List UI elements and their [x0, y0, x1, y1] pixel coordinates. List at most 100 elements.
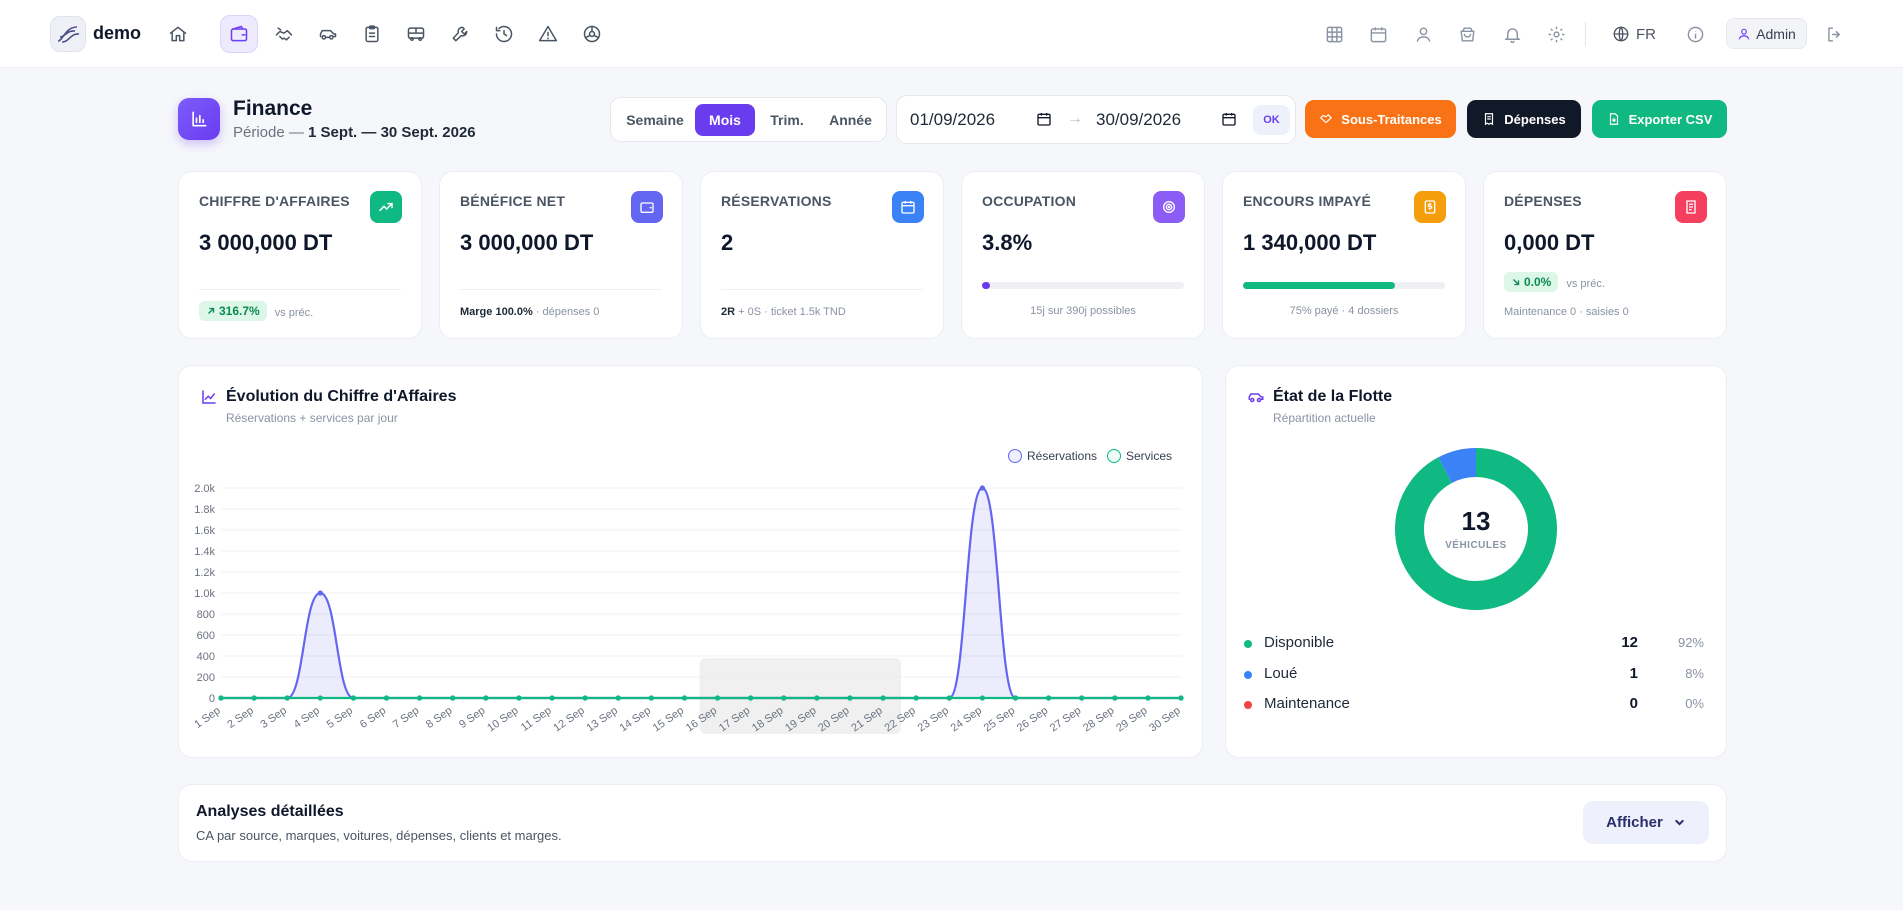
fleet-row-available: Disponible 12 92% — [1244, 634, 1704, 654]
data-point — [880, 695, 886, 701]
delta-value: 316.7% — [219, 304, 260, 318]
legend-services[interactable]: Services — [1107, 449, 1172, 463]
details-title: Analyses détaillées — [196, 803, 344, 820]
nav-home-button[interactable] — [159, 15, 197, 53]
y-tick-label: 800 — [197, 609, 215, 621]
donut-slice-0[interactable] — [1395, 448, 1557, 610]
nav-history-button[interactable] — [485, 15, 523, 53]
data-point — [218, 695, 224, 701]
logout-button[interactable] — [1822, 22, 1846, 46]
revenue-chart-card: Évolution du Chiffre d'Affaires Réservat… — [178, 365, 1203, 758]
brand-logo[interactable] — [50, 16, 86, 52]
kpi-footer: 316.7% vs préc. — [199, 301, 313, 321]
date-range-picker: 01/09/2026 → 30/09/2026 OK — [896, 95, 1296, 144]
kpi-expenses-card: DÉPENSES 0,000 DT 0.0% vs préc. Maintenan… — [1483, 171, 1727, 339]
shop-button[interactable] — [1455, 22, 1479, 46]
donut-slice-1[interactable] — [1438, 448, 1477, 484]
calendar-icon[interactable] — [1036, 111, 1052, 127]
period-value: 1 Sept. — 30 Sept. 2026 — [308, 124, 476, 141]
users-button[interactable] — [1411, 22, 1435, 46]
divider — [460, 289, 662, 290]
apply-dates-button[interactable]: OK — [1253, 105, 1290, 135]
nav-alerts-button[interactable] — [529, 15, 567, 53]
top-navbar: demo FR — [0, 0, 1903, 68]
notifications-button[interactable] — [1500, 22, 1524, 46]
x-tick-label: 12 Sep — [551, 705, 586, 735]
nav-maintenance-button[interactable] — [441, 15, 479, 53]
legend-label: Services — [1126, 449, 1173, 463]
subcontracts-button[interactable]: Sous-Traitances — [1305, 100, 1456, 138]
brand-name[interactable]: demo — [93, 23, 142, 43]
trending-up-icon — [370, 191, 402, 223]
nav-clients-button[interactable] — [265, 15, 303, 53]
bus-icon — [407, 27, 425, 41]
legend-swatch — [1107, 449, 1121, 463]
export-csv-button[interactable]: Exporter CSV — [1592, 100, 1727, 138]
data-point — [317, 590, 323, 596]
revenue-chart[interactable]: 0 200 400 600 800 1.0k 1.2k 1.4k 1.6k 1.8k 2.0k 1 S… — [179, 366, 1204, 759]
nav-contracts-button[interactable] — [353, 15, 391, 53]
nav-transfers-button[interactable] — [397, 15, 435, 53]
fleet-donut-chart[interactable] — [1381, 434, 1571, 624]
x-tick-label: 27 Sep — [1048, 705, 1083, 735]
revenue-chart-subtitle: Réservations + services par jour — [226, 411, 398, 425]
calendar-icon[interactable] — [1221, 111, 1237, 127]
fleet-status-pct: 92% — [1677, 635, 1704, 650]
x-tick-label: 30 Sep — [1147, 705, 1182, 735]
target-icon — [1153, 191, 1185, 223]
period-week-button[interactable]: Semaine — [626, 112, 684, 128]
data-point — [383, 695, 390, 701]
nav-vehicles-button[interactable] — [309, 15, 347, 53]
data-point — [317, 695, 323, 701]
period-month-button[interactable]: Mois — [695, 104, 755, 136]
page-period: Période — 1 Sept. — 30 Sept. 2026 — [233, 124, 476, 141]
nav-finance-button[interactable] — [220, 15, 258, 53]
data-point — [251, 695, 257, 701]
data-point — [847, 695, 853, 701]
x-tick-label: 2 Sep — [225, 705, 255, 731]
bookings-count: 2R — [721, 306, 736, 318]
data-point — [946, 695, 952, 701]
language-switch[interactable]: FR — [1612, 22, 1656, 46]
finance-title-badge — [178, 98, 220, 140]
nav-tires-button[interactable] — [573, 15, 611, 53]
kpi-value: 2 — [721, 230, 734, 255]
kpi-profit-card: BÉNÉFICE NET 3 000,000 DT Marge 100.0% ·… — [439, 171, 683, 339]
data-point — [781, 695, 787, 701]
y-tick-label: 200 — [197, 672, 215, 684]
arrow-up-right-icon — [208, 307, 215, 314]
arrow-down-right-icon — [1513, 279, 1520, 286]
kpi-label: ENCOURS IMPAYÉ — [1243, 193, 1372, 209]
file-export-icon — [1609, 113, 1618, 125]
detailed-analyses-card: Analyses détaillées CA par source, marqu… — [178, 784, 1727, 862]
toolbar-divider — [1585, 22, 1586, 46]
period-year-button[interactable]: Année — [829, 112, 872, 128]
calendar-button[interactable] — [1366, 22, 1390, 46]
fleet-status-name: Maintenance — [1264, 695, 1350, 712]
x-tick-label: 14 Sep — [618, 705, 653, 735]
date-to-input[interactable]: 30/09/2026 — [1096, 110, 1182, 129]
fleet-card: État de la Flotte Répartition actuelle 1… — [1225, 365, 1727, 758]
period-quarter-button[interactable]: Trim. — [770, 112, 804, 128]
hover-band — [699, 658, 902, 734]
x-tick-label: 23 Sep — [916, 705, 951, 735]
kpi-label: RÉSERVATIONS — [721, 193, 832, 209]
payment-progress-fill — [1243, 282, 1395, 289]
user-menu-button[interactable]: Admin — [1726, 18, 1807, 49]
status-dot — [1244, 671, 1252, 679]
legend-reservations[interactable]: Réservations — [1008, 449, 1097, 463]
divider — [721, 289, 923, 290]
show-details-button[interactable]: Afficher — [1583, 801, 1709, 844]
bookings-note: + 0S · ticket 1.5k TND — [738, 306, 846, 318]
date-from-input[interactable]: 01/09/2026 — [910, 110, 996, 129]
clipboard-icon — [365, 25, 379, 43]
settings-button[interactable] — [1544, 22, 1568, 46]
table-view-button[interactable] — [1322, 22, 1346, 46]
expenses-button[interactable]: Dépenses — [1467, 100, 1581, 138]
x-tick-label: 28 Sep — [1081, 705, 1116, 735]
data-point — [1045, 695, 1052, 701]
alert-icon — [538, 25, 558, 42]
info-button[interactable] — [1683, 22, 1707, 46]
export-csv-label: Exporter CSV — [1628, 111, 1713, 127]
delta-note: vs préc. — [1566, 278, 1605, 290]
